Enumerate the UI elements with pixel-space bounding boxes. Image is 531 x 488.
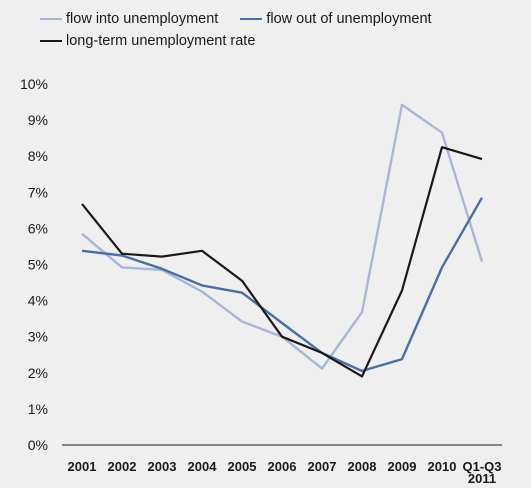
y-tick-label: 7% xyxy=(28,184,48,200)
legend: flow into unemployment flow out of unemp… xyxy=(40,8,520,52)
x-tick-label: 2001 xyxy=(68,459,97,474)
x-tick-label: 2009 xyxy=(388,459,417,474)
y-tick-label: 5% xyxy=(28,257,48,273)
legend-label-flow-into: flow into unemployment xyxy=(66,11,219,27)
x-tick-label: 2006 xyxy=(268,459,297,474)
y-tick-label: 4% xyxy=(28,293,48,309)
x-tick-label: 2002 xyxy=(108,459,137,474)
y-tick-label: 1% xyxy=(28,401,48,417)
legend-item-flow-out: flow out of unemployment xyxy=(240,8,432,30)
flow-out-of-unemployment-line xyxy=(81,197,484,373)
y-tick-label: 8% xyxy=(28,148,48,164)
y-tick-label: 10% xyxy=(20,76,48,92)
y-tick-label: 3% xyxy=(28,329,48,345)
x-tick-label: 2004 xyxy=(188,459,218,474)
x-tick-label: 2003 xyxy=(148,459,177,474)
x-tick-label: 2005 xyxy=(228,459,257,474)
legend-row-1: flow into unemployment flow out of unemp… xyxy=(40,8,520,30)
y-tick-label: 9% xyxy=(28,112,48,128)
long-term-unemployment-rate-line xyxy=(81,146,483,378)
x-tick-label: Q1-Q3 2011 xyxy=(462,459,501,486)
flow-into-unemployment-line xyxy=(81,103,484,370)
x-tick-label: 2008 xyxy=(348,459,377,474)
y-tick-label: 2% xyxy=(28,365,48,381)
legend-swatch-long-term xyxy=(40,39,62,43)
legend-label-flow-out: flow out of unemployment xyxy=(266,11,432,27)
legend-row-2: long-term unemployment rate xyxy=(40,30,520,52)
y-tick-label: 0% xyxy=(28,437,48,453)
legend-swatch-flow-into xyxy=(40,17,62,21)
legend-label-long-term: long-term unemployment rate xyxy=(66,33,256,49)
x-tick-label: 2007 xyxy=(308,459,337,474)
x-tick-label: 2010 xyxy=(428,459,457,474)
legend-item-flow-into: flow into unemployment xyxy=(40,8,218,30)
legend-swatch-flow-out xyxy=(240,17,263,21)
legend-item-long-term: long-term unemployment rate xyxy=(40,30,255,52)
y-tick-label: 6% xyxy=(28,220,48,236)
